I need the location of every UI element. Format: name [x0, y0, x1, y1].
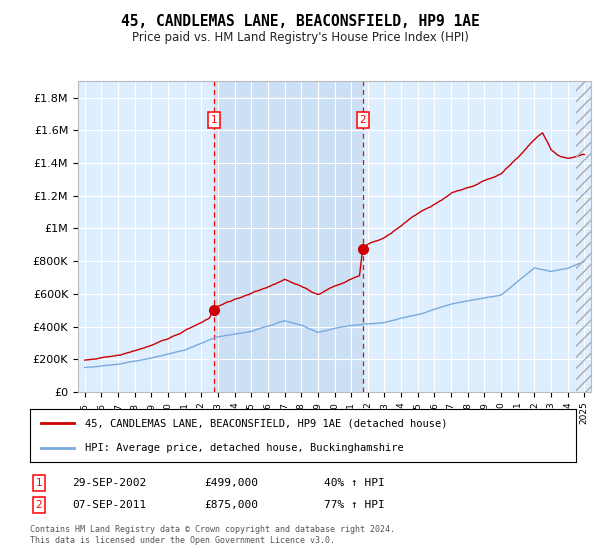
- Text: Contains HM Land Registry data © Crown copyright and database right 2024.
This d: Contains HM Land Registry data © Crown c…: [30, 525, 395, 545]
- Text: 77% ↑ HPI: 77% ↑ HPI: [324, 500, 385, 510]
- Text: 45, CANDLEMAS LANE, BEACONSFIELD, HP9 1AE: 45, CANDLEMAS LANE, BEACONSFIELD, HP9 1A…: [121, 14, 479, 29]
- Text: £875,000: £875,000: [204, 500, 258, 510]
- Text: £499,000: £499,000: [204, 478, 258, 488]
- Text: 45, CANDLEMAS LANE, BEACONSFIELD, HP9 1AE (detached house): 45, CANDLEMAS LANE, BEACONSFIELD, HP9 1A…: [85, 418, 447, 428]
- Text: 1: 1: [35, 478, 43, 488]
- Bar: [214, 81, 362, 392]
- Text: 29-SEP-2002: 29-SEP-2002: [72, 478, 146, 488]
- Text: 07-SEP-2011: 07-SEP-2011: [72, 500, 146, 510]
- Text: 1: 1: [211, 115, 217, 125]
- Bar: [576, 81, 595, 392]
- Text: 2: 2: [35, 500, 43, 510]
- Text: HPI: Average price, detached house, Buckinghamshire: HPI: Average price, detached house, Buck…: [85, 442, 403, 452]
- Text: 2: 2: [359, 115, 366, 125]
- Text: Price paid vs. HM Land Registry's House Price Index (HPI): Price paid vs. HM Land Registry's House …: [131, 31, 469, 44]
- Text: 40% ↑ HPI: 40% ↑ HPI: [324, 478, 385, 488]
